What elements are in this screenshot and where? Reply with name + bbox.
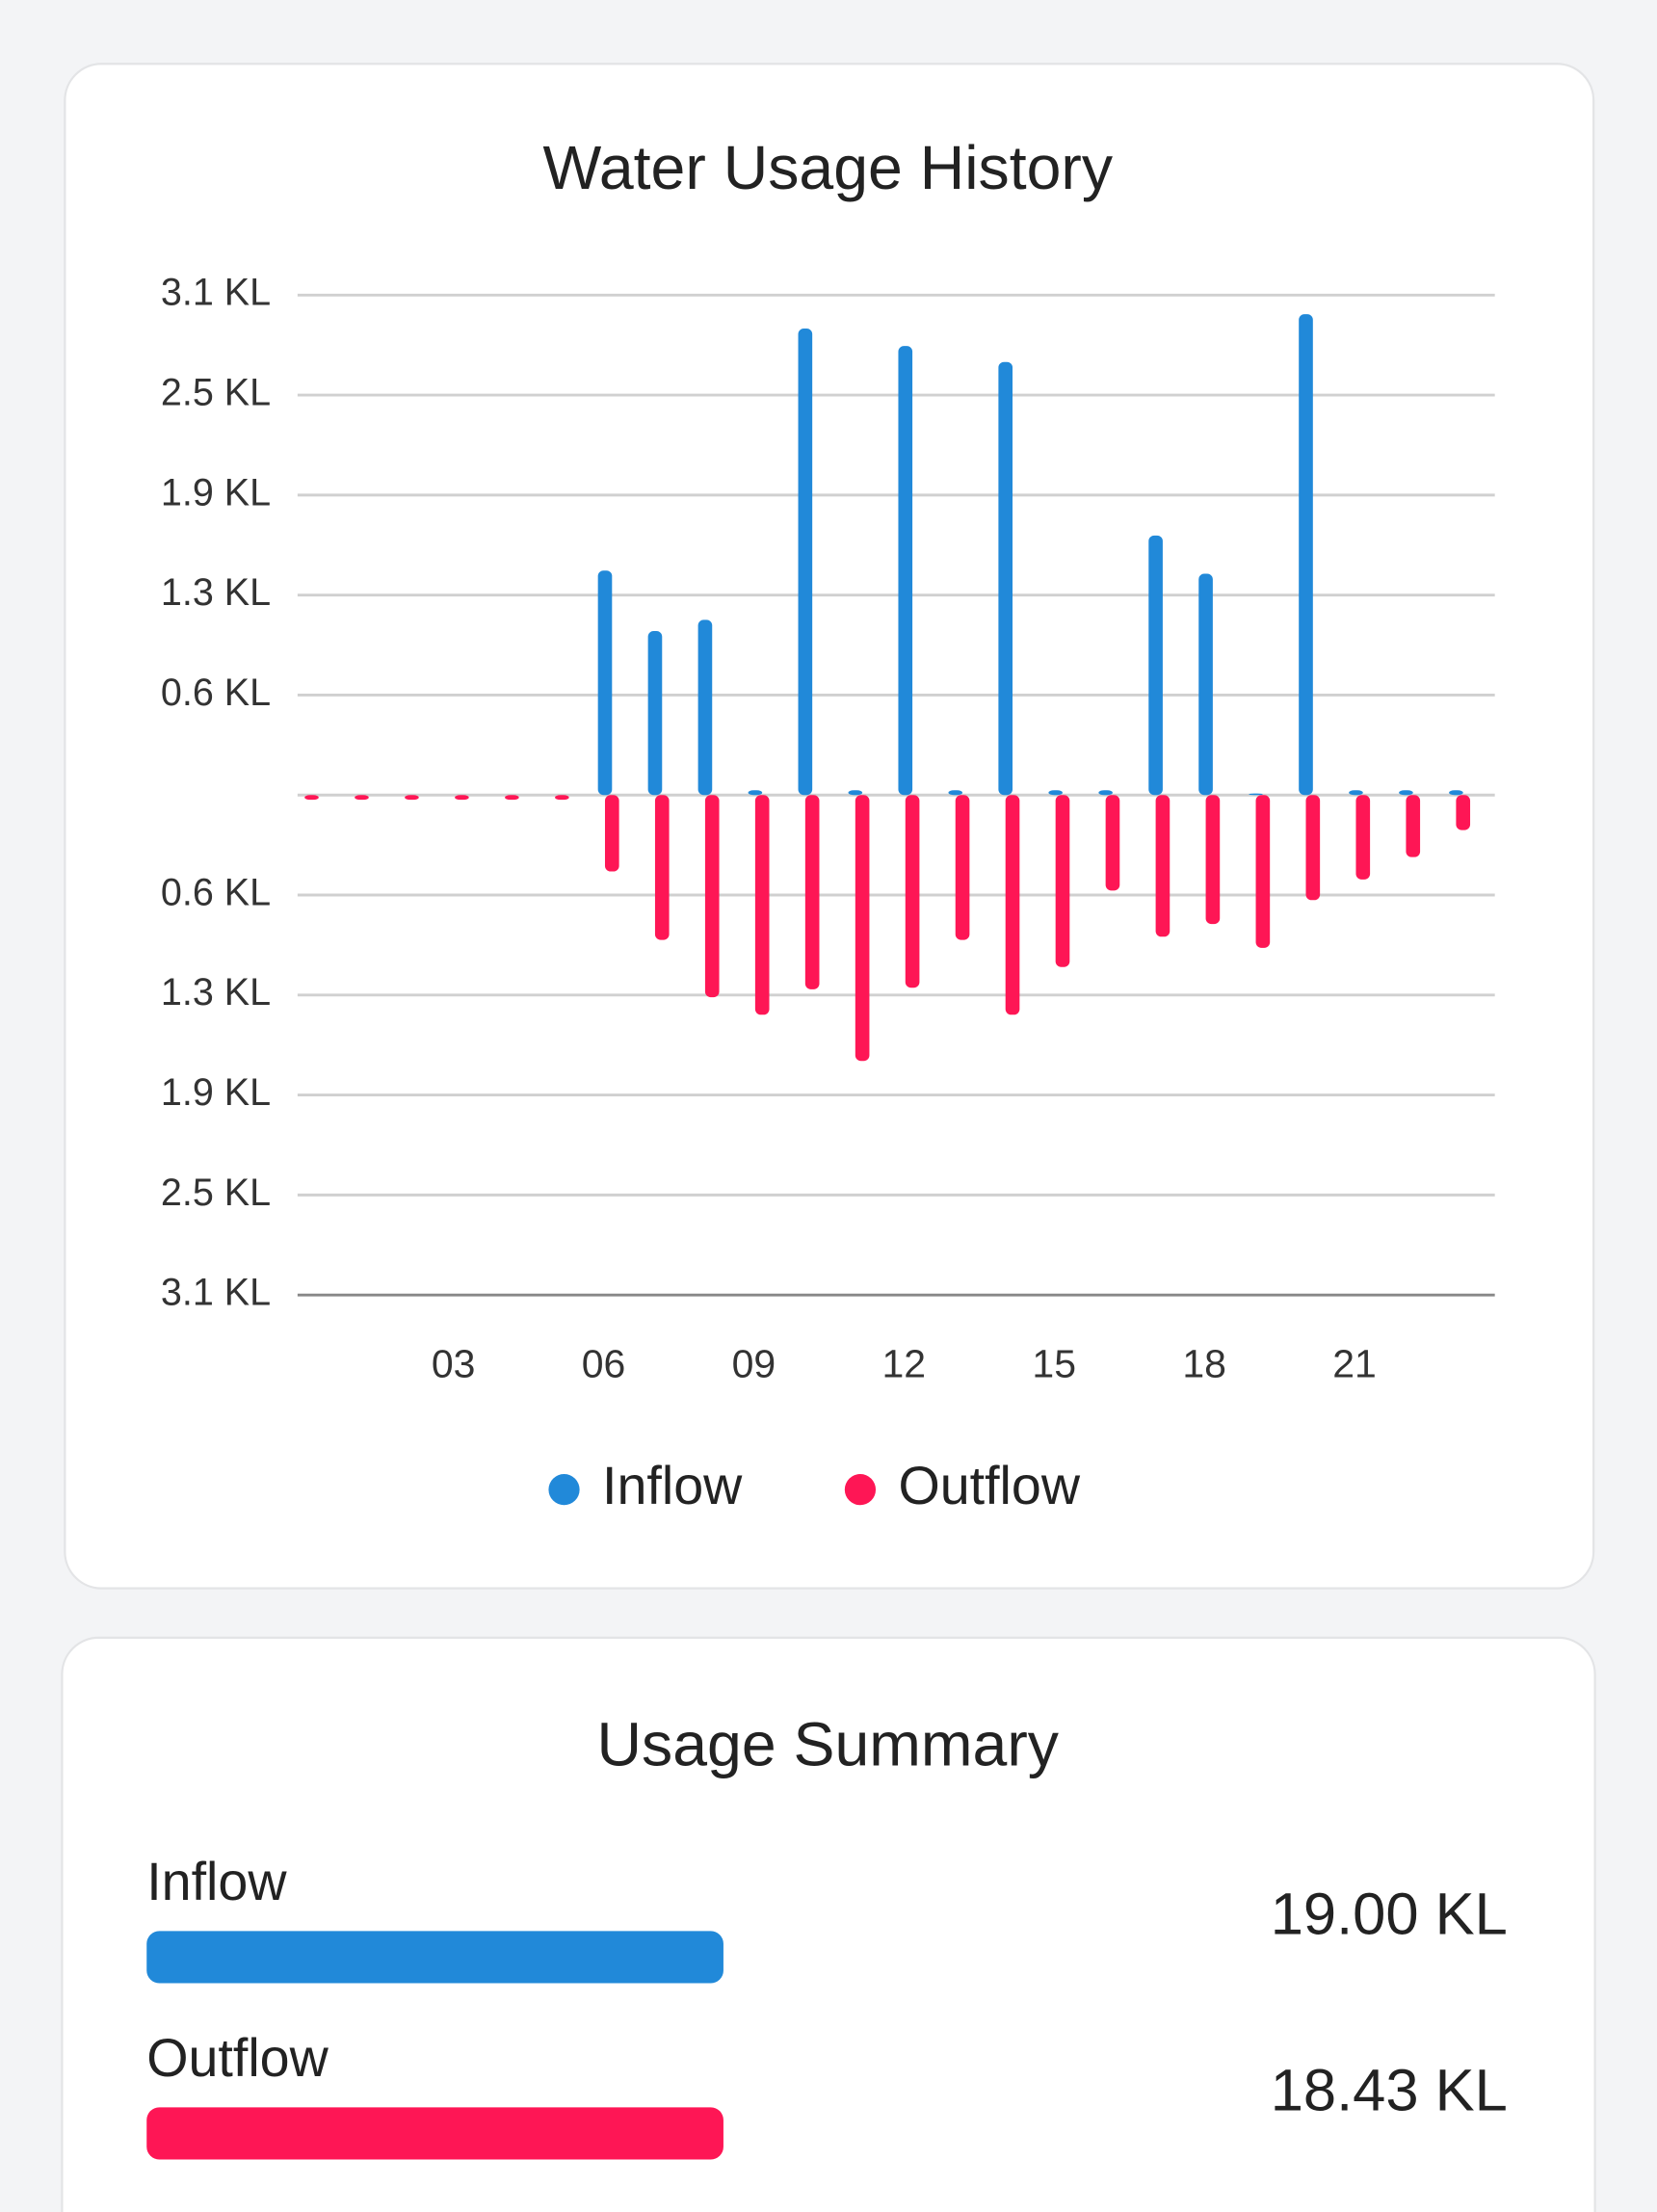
summary-title: Usage Summary	[597, 1710, 1060, 1779]
summary-label: Outflow	[146, 2028, 329, 2088]
bar	[898, 346, 913, 796]
x-tick-label: 15	[1032, 1342, 1076, 1386]
bar	[704, 795, 720, 998]
bar	[1005, 795, 1020, 1015]
bar	[654, 795, 670, 940]
legend-marker	[844, 1474, 877, 1506]
bar	[998, 361, 1013, 796]
summary-bar	[146, 2107, 723, 2160]
bar	[697, 619, 713, 796]
summary-card	[61, 1636, 1596, 2212]
bar	[1449, 790, 1463, 796]
bar	[748, 790, 763, 796]
bar	[1305, 795, 1321, 901]
y-tick-label: 3.1 KL	[161, 1272, 271, 1314]
bar	[1148, 535, 1163, 796]
y-tick-label: 0.6 KL	[161, 871, 271, 913]
bar	[597, 570, 613, 796]
bar	[1205, 795, 1221, 925]
bar	[1355, 795, 1371, 880]
bar	[948, 790, 963, 796]
summary-label: Inflow	[146, 1852, 287, 1911]
bar	[355, 795, 369, 801]
bar	[647, 631, 663, 796]
bar	[505, 795, 519, 801]
bar	[555, 795, 569, 801]
x-tick-label: 18	[1182, 1342, 1226, 1386]
x-tick-label: 03	[432, 1342, 476, 1386]
bar	[1456, 795, 1471, 830]
legend-label: Outflow	[898, 1456, 1080, 1515]
legend-label: Inflow	[602, 1456, 743, 1515]
x-tick-label: 12	[882, 1342, 927, 1386]
bar	[1399, 790, 1413, 796]
y-tick-label: 0.6 KL	[161, 672, 271, 714]
bar	[1299, 314, 1313, 796]
bar	[455, 795, 469, 801]
bar	[1098, 790, 1113, 796]
bar	[304, 795, 319, 801]
y-tick-label: 1.3 KL	[161, 571, 271, 614]
summary-list: Inflow 19.00 KL Outflow 18.43 KL	[146, 1852, 1508, 2160]
chart-title: Water Usage History	[542, 133, 1113, 202]
bar	[754, 795, 770, 1015]
bar	[804, 795, 820, 989]
y-tick-label: 1.9 KL	[161, 471, 271, 514]
bar	[1349, 790, 1363, 796]
y-tick-label: 3.1 KL	[161, 272, 271, 314]
chart-card	[64, 63, 1595, 1590]
bar	[1255, 795, 1271, 948]
bar	[405, 795, 419, 801]
plot: 3.1 KL 2.5 KL 1.9 KL 1.3 KL 0.6 KL 0.6 KL 1.3 …	[161, 272, 1495, 1386]
legend: Inflow Outflow	[548, 1456, 1081, 1515]
y-tick-label: 2.5 KL	[161, 1172, 271, 1214]
summary-bar	[146, 1931, 723, 1984]
bar	[1105, 795, 1120, 891]
x-tick-label: 06	[582, 1342, 626, 1386]
bar	[855, 795, 870, 1062]
bar	[1048, 790, 1063, 796]
bar	[1406, 795, 1421, 857]
bar	[1055, 795, 1070, 967]
bar	[798, 329, 813, 796]
y-tick-label: 1.3 KL	[161, 971, 271, 1014]
x-tick-label: 09	[732, 1342, 776, 1386]
bar	[848, 790, 863, 796]
bar	[1198, 573, 1213, 796]
summary-value: 18.43 KL	[1271, 2057, 1508, 2123]
x-tick-label: 21	[1332, 1342, 1377, 1386]
bar	[955, 795, 970, 940]
y-tick-label: 1.9 KL	[161, 1071, 271, 1114]
bar	[905, 795, 920, 988]
legend-marker	[548, 1474, 580, 1506]
bar	[604, 795, 619, 872]
y-tick-label: 2.5 KL	[161, 372, 271, 414]
bar	[1155, 795, 1170, 937]
summary-value: 19.00 KL	[1271, 1881, 1508, 1947]
bar	[1249, 793, 1263, 796]
